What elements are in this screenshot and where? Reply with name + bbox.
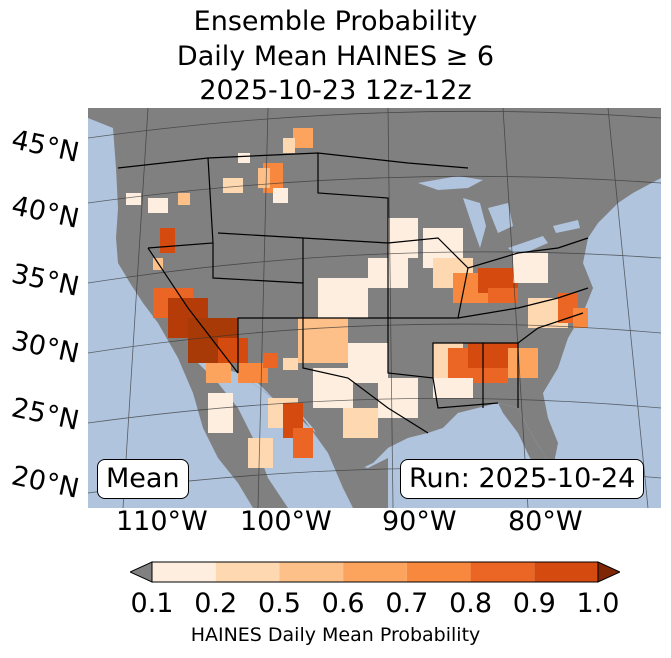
colorbar-label: HAINES Daily Mean Probability xyxy=(190,624,481,646)
lon-label-100: 100°W xyxy=(240,506,332,537)
title-line-3: 2025-10-23 12z-12z xyxy=(199,75,472,106)
lat-label-45: 45°N xyxy=(8,124,82,169)
colorbar-tick-label: 0.2 xyxy=(194,588,238,619)
colorbar xyxy=(130,561,620,583)
colorbar-tick-label: 0.9 xyxy=(512,588,556,619)
colorbar-over-arrow xyxy=(597,561,620,583)
colorbar-frame xyxy=(151,561,599,583)
lat-label-30: 30°N xyxy=(8,325,82,370)
colorbar-segment xyxy=(152,562,216,582)
colorbar-tick-label: 0.5 xyxy=(257,588,301,619)
lon-label-110: 110°W xyxy=(116,506,208,537)
lat-label-25: 25°N xyxy=(8,392,82,437)
run-box: Run: 2025-10-24 xyxy=(400,459,645,499)
stat-box: Mean xyxy=(97,459,189,499)
colorbar-segment xyxy=(343,562,407,582)
lat-label-20: 20°N xyxy=(8,460,82,505)
colorbar-tick-label: 0.1 xyxy=(130,588,174,619)
title-line-2: Daily Mean HAINES ≥ 6 xyxy=(176,41,495,72)
probability-map xyxy=(88,108,661,508)
colorbar-tick-label: 0.7 xyxy=(385,588,429,619)
lat-label-35: 35°N xyxy=(8,258,82,303)
colorbar-segment xyxy=(279,562,344,582)
colorbar-segment xyxy=(215,562,280,582)
colorbar-tick-label: 0.8 xyxy=(449,588,493,619)
title-line-1: Ensemble Probability xyxy=(193,6,478,37)
lon-label-90: 90°W xyxy=(382,506,457,537)
lon-label-80: 80°W xyxy=(508,506,583,537)
colorbar-under-arrow xyxy=(130,561,153,583)
state-borders xyxy=(117,152,589,434)
colorbar-segment xyxy=(470,562,535,582)
colorbar-segment xyxy=(534,562,598,582)
colorbar-tick-label: 1.0 xyxy=(576,588,620,619)
great-lakes xyxy=(418,176,580,256)
colorbar-tick-label: 0.6 xyxy=(321,588,365,619)
colorbar-segment xyxy=(406,562,471,582)
lat-label-40: 40°N xyxy=(8,190,82,235)
